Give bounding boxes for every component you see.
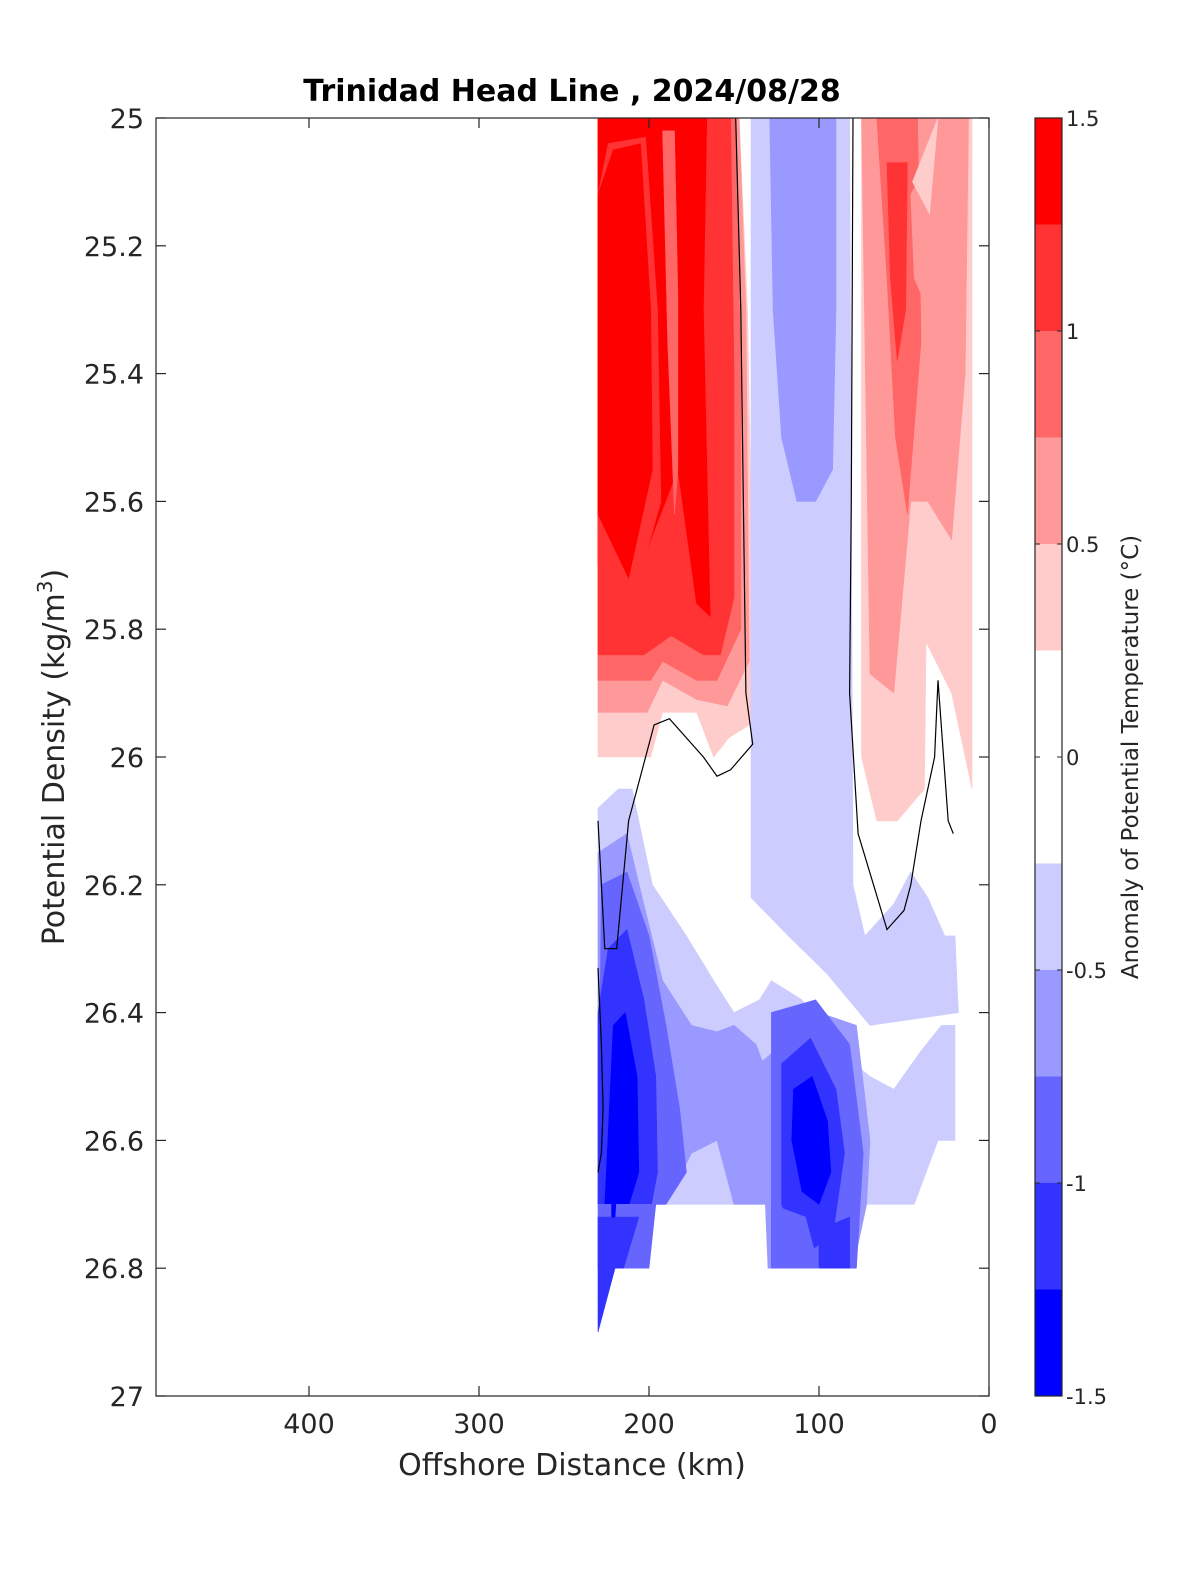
colorbar-segment bbox=[1035, 224, 1062, 332]
colorbar-title: Anomaly of Potential Temperature (°C) bbox=[1118, 535, 1144, 979]
colorbar-tick-label: -1.5 bbox=[1066, 1385, 1107, 1409]
zero-contour-line bbox=[597, 967, 604, 1173]
contour-band bbox=[912, 117, 939, 215]
y-tick-label: 25.6 bbox=[84, 487, 144, 518]
y-axis-title-main: Potential Density (kg/m bbox=[37, 593, 72, 945]
colorbar-segment bbox=[1035, 437, 1062, 545]
colorbar-tick-label: -0.5 bbox=[1066, 959, 1107, 983]
y-tick-label: 25.4 bbox=[84, 360, 144, 391]
contour-fill-layer bbox=[597, 117, 973, 1333]
colorbar-tick-label: 0.5 bbox=[1066, 533, 1099, 557]
y-axis-title-close: ) bbox=[37, 569, 72, 581]
y-tick-label: 26 bbox=[110, 743, 144, 774]
y-tick-label: 26.6 bbox=[84, 1126, 144, 1157]
axis-ticks: 400 300 200 100 0 25 25.2 25.4 25.6 25.8 26 26.2 26.… bbox=[84, 104, 998, 1440]
contour-band bbox=[818, 1216, 850, 1269]
x-tick-label: 0 bbox=[980, 1409, 997, 1440]
colorbar-segment bbox=[1035, 1076, 1062, 1184]
y-tick-label: 26.2 bbox=[84, 871, 144, 902]
zero-contour-line bbox=[848, 117, 954, 931]
x-axis-title: Offshore Distance (km) bbox=[398, 1448, 746, 1483]
y-axis-title: Potential Density (kg/m3) bbox=[33, 569, 72, 945]
y-tick-label: 26.8 bbox=[84, 1254, 144, 1285]
colorbar: 1.5 1 0.5 0 -0.5 -1 -1.5 bbox=[1034, 107, 1107, 1409]
zero-contour-line bbox=[597, 117, 754, 950]
contour-band bbox=[597, 1267, 616, 1333]
colorbar-segment bbox=[1035, 970, 1062, 1077]
colorbar-tick-label: 1.5 bbox=[1066, 107, 1099, 131]
x-tick-label: 200 bbox=[623, 1409, 675, 1440]
y-tick-label: 27 bbox=[110, 1382, 144, 1413]
zero-contour-lines bbox=[597, 117, 954, 1173]
colorbar-segment bbox=[1035, 118, 1062, 225]
colorbar-segment bbox=[1035, 331, 1062, 438]
contour-band bbox=[791, 1076, 832, 1205]
contour-band bbox=[769, 117, 837, 502]
colorbar-segment bbox=[1035, 863, 1062, 971]
y-tick-label: 25 bbox=[110, 104, 144, 135]
colorbar-segment bbox=[1035, 544, 1062, 651]
contour-band bbox=[597, 143, 653, 580]
y-tick-label: 25.2 bbox=[84, 232, 144, 263]
colorbar-tick-label: 0 bbox=[1066, 746, 1079, 770]
x-tick-label: 400 bbox=[283, 1409, 335, 1440]
colorbar-segment bbox=[1035, 1289, 1062, 1397]
y-axis-title-superscript: 3 bbox=[33, 580, 57, 593]
x-tick-label: 100 bbox=[793, 1409, 845, 1440]
contour-band bbox=[662, 130, 679, 515]
contour-band bbox=[597, 1216, 640, 1269]
colorbar-tick-label: -1 bbox=[1066, 1172, 1087, 1196]
y-tick-label: 25.8 bbox=[84, 615, 144, 646]
contour-band bbox=[611, 1191, 618, 1218]
colorbar-tick-label: 1 bbox=[1066, 320, 1079, 344]
contour-band bbox=[886, 162, 908, 361]
y-tick-label: 26.4 bbox=[84, 999, 144, 1030]
chart-title: Trinidad Head Line , 2024/08/28 bbox=[303, 74, 840, 109]
x-tick-label: 300 bbox=[453, 1409, 505, 1440]
contour-band bbox=[771, 1203, 820, 1269]
colorbar-segment bbox=[1035, 1183, 1062, 1290]
